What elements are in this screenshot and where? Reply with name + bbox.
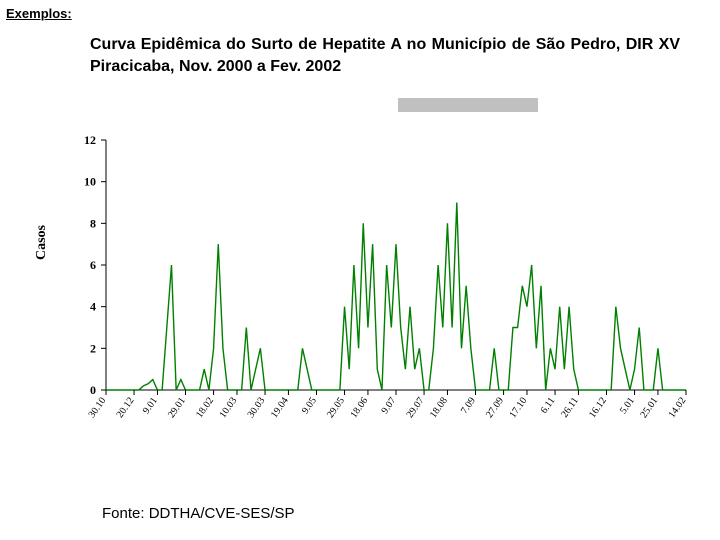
- svg-text:8: 8: [90, 216, 96, 230]
- svg-text:29.05: 29.05: [325, 395, 347, 420]
- svg-text:6.11: 6.11: [539, 395, 558, 415]
- svg-text:4: 4: [90, 300, 96, 314]
- svg-text:19.04: 19.04: [269, 395, 291, 420]
- svg-text:25.01: 25.01: [638, 395, 660, 420]
- svg-text:16.12: 16.12: [587, 395, 609, 420]
- chart-source: Fonte: DDTHA/CVE-SES/SP: [102, 505, 295, 522]
- svg-text:9.07: 9.07: [379, 395, 398, 416]
- svg-text:7.09: 7.09: [459, 395, 478, 416]
- svg-text:10.03: 10.03: [218, 395, 240, 420]
- svg-text:5.01: 5.01: [618, 395, 637, 416]
- svg-text:18.08: 18.08: [428, 395, 450, 420]
- svg-text:10: 10: [84, 175, 96, 189]
- header-label: Exemplos:: [6, 6, 72, 21]
- svg-text:12: 12: [84, 133, 96, 147]
- svg-text:9.05: 9.05: [300, 395, 319, 416]
- svg-text:29.01: 29.01: [166, 395, 188, 420]
- svg-text:30.03: 30.03: [246, 395, 268, 420]
- svg-text:17.10: 17.10: [508, 395, 530, 420]
- svg-text:18.02: 18.02: [194, 395, 216, 420]
- svg-text:0: 0: [90, 383, 96, 397]
- epidemic-curve-chart: 0 2 4 6 8 10 12 30.10 20.129.01 29.01 18.0210.03 30…: [36, 130, 696, 460]
- svg-text:18.06: 18.06: [348, 395, 370, 420]
- svg-text:9.01: 9.01: [141, 395, 160, 416]
- svg-text:2: 2: [90, 341, 96, 355]
- decorative-bar: [398, 98, 538, 112]
- svg-text:6: 6: [90, 258, 96, 272]
- svg-text:14.02: 14.02: [667, 395, 689, 420]
- svg-text:29.07: 29.07: [405, 395, 427, 420]
- svg-text:20.12: 20.12: [115, 395, 137, 420]
- chart-title: Curva Epidêmica do Surto de Hepatite A n…: [90, 34, 680, 77]
- svg-text:30.10: 30.10: [87, 395, 109, 420]
- y-axis-label: Casos: [34, 225, 50, 260]
- svg-text:27.09: 27.09: [484, 395, 506, 420]
- svg-text:26.11: 26.11: [559, 395, 581, 419]
